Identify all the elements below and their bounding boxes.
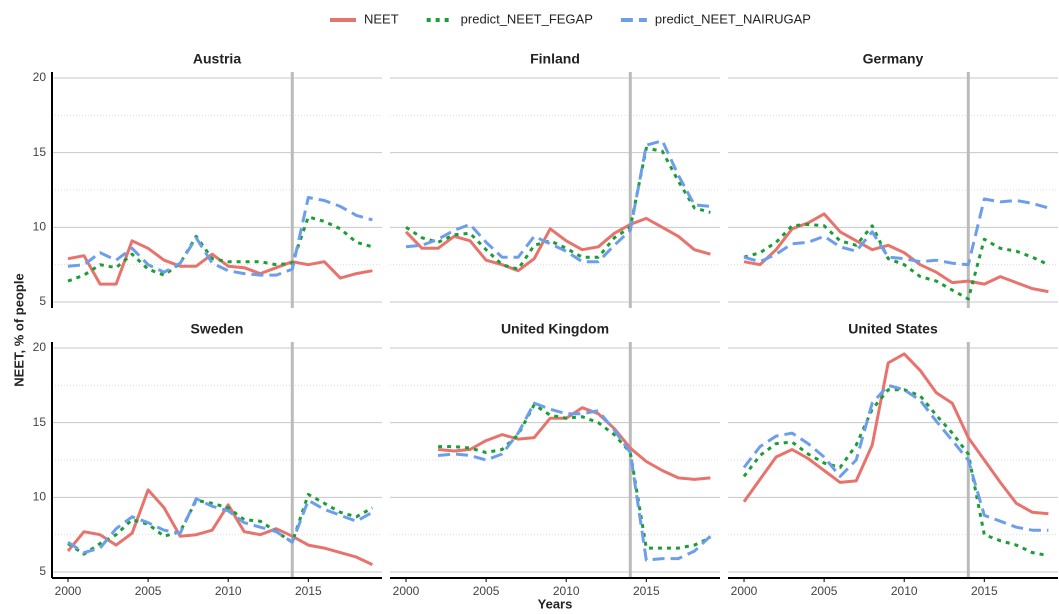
- series-line: [66, 488, 374, 566]
- x-tick-label: 2015: [971, 584, 998, 598]
- series-line: [67, 492, 374, 556]
- series-line: [742, 383, 1049, 532]
- legend-label: NEET: [364, 11, 399, 26]
- series-line: [67, 497, 374, 555]
- x-tick-label: 2015: [633, 584, 660, 598]
- legend-label: predict_NEET_NAIRUGAP: [655, 11, 811, 26]
- panel-title: Finland: [530, 51, 580, 67]
- x-tick-label: 2005: [135, 584, 162, 598]
- x-tick-label: 2005: [473, 584, 500, 598]
- y-tick-label: 10: [33, 490, 47, 504]
- y-tick-label: 5: [39, 564, 46, 578]
- series-line: [405, 139, 711, 264]
- series-line: [404, 216, 711, 273]
- series-line: [67, 239, 373, 286]
- x-tick-label: 2010: [891, 584, 918, 598]
- panel-title: United Kingdom: [501, 321, 609, 337]
- panel-title: Sweden: [191, 321, 244, 337]
- x-axis-title: Years: [538, 596, 573, 611]
- panel-title: Germany: [863, 51, 924, 67]
- series-line: [405, 146, 711, 271]
- y-tick-label: 20: [33, 340, 47, 354]
- legend-label: predict_NEET_FEGAP: [461, 11, 593, 26]
- x-tick-label: 2000: [731, 584, 758, 598]
- y-tick-label: 15: [33, 145, 47, 159]
- series-line: [743, 212, 1049, 294]
- x-tick-label: 2010: [553, 584, 580, 598]
- series-line: [67, 196, 373, 277]
- series-line: [743, 197, 1049, 267]
- x-tick-label: 2010: [215, 584, 242, 598]
- series-line: [742, 388, 1049, 558]
- y-axis-title: NEET, % of people: [11, 273, 26, 386]
- series-line: [437, 401, 712, 562]
- series-line: [742, 352, 1049, 516]
- panel-title: United States: [848, 321, 938, 337]
- y-tick-label: 15: [33, 415, 47, 429]
- x-tick-label: 2005: [811, 584, 838, 598]
- x-tick-label: 2000: [55, 584, 82, 598]
- y-tick-label: 10: [33, 220, 47, 234]
- series-line: [438, 403, 712, 550]
- x-tick-label: 2015: [295, 584, 322, 598]
- x-tick-label: 2000: [393, 584, 420, 598]
- series-line: [67, 215, 373, 283]
- series-line: [743, 222, 1050, 301]
- y-tick-label: 5: [39, 294, 46, 308]
- panel-title: Austria: [193, 51, 241, 67]
- y-tick-label: 20: [33, 70, 47, 84]
